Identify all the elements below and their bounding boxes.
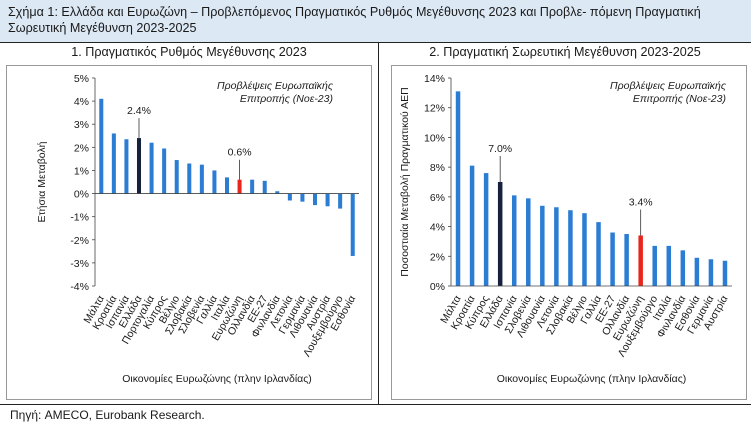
chart-note: Επιτροπής (Νοε-23) [240, 93, 333, 105]
bar [582, 213, 587, 286]
bar [596, 222, 601, 286]
y-tick-label: 14% [424, 73, 445, 85]
bar [722, 260, 728, 286]
y-tick-label: 0% [430, 281, 445, 293]
bar [680, 250, 686, 286]
y-tick-label: 5% [74, 73, 89, 85]
bar [338, 193, 343, 209]
bar [99, 98, 104, 194]
y-axis-title: Ετήσια Μεταβολή [36, 141, 48, 222]
bar [312, 193, 318, 206]
y-tick-label: 4% [430, 222, 445, 234]
y-tick-label: 2% [430, 251, 445, 263]
y-tick-label: 4% [74, 96, 89, 108]
bar [162, 148, 167, 194]
bar [526, 198, 531, 286]
bar [469, 165, 475, 286]
figure-header: Σχήμα 1: Ελλάδα και Ευρωζώνη – Προβλεπόμ… [0, 0, 751, 42]
chart-2-svg: 14% 12% 10% 8% 6% 4% 2% 0% Ποσοστιαία Μεταβολή Π… [399, 73, 732, 385]
bar [149, 142, 154, 194]
bar [568, 210, 573, 286]
source-note: Πηγή: AMECO, Eurobank Research. [10, 408, 205, 422]
y-tick-label: -3% [70, 258, 89, 270]
chart-note: Επιτροπής (Νοε-23) [633, 93, 726, 105]
bar [540, 205, 545, 286]
y-tick-label: 6% [430, 192, 445, 204]
bar [694, 257, 700, 286]
bar [325, 193, 330, 207]
bar [610, 232, 615, 286]
chart-note: Προβλέψεις Ευρωπαϊκής [610, 80, 727, 92]
y-tick-label: -2% [70, 235, 89, 247]
bar [262, 180, 267, 194]
bar [554, 207, 559, 286]
chart-1-title: 1. Πραγματικός Ρυθμός Μεγέθυνσης 2023 [71, 45, 307, 59]
bar [199, 164, 204, 194]
chart-1-frame: 5% 4% 3% 2% 1% 0% -1% -2% -3% -4% Ετήσια Μεταβολή Μ… [6, 65, 372, 400]
bar [124, 139, 129, 194]
y-tick-label: 0% [74, 189, 89, 201]
data-label: 0.6% [228, 147, 252, 159]
bar [212, 170, 217, 194]
y-tick-label: 1% [74, 165, 89, 177]
y-tick-label: 10% [424, 132, 445, 144]
y-tick-label: -4% [70, 281, 89, 293]
bar [300, 193, 305, 202]
bar [455, 91, 461, 286]
bar [275, 191, 280, 194]
y-axis-title: Ποσοστιαία Μεταβολή Πραγματικού ΑΕΠ [399, 87, 411, 276]
bar [136, 138, 142, 194]
bar [237, 179, 242, 194]
chart-1-svg: 5%4%3%2%1%0%-1%-2%-3%-4%Ετήσια ΜεταβολήΜ… [36, 73, 359, 385]
data-label: 7.0% [488, 143, 512, 155]
bar [511, 195, 517, 286]
chart-2-title: 2. Πραγματική Σωρευτική Μεγέθυνση 2023-2… [429, 45, 701, 59]
source-bar: Πηγή: AMECO, Eurobank Research. [0, 404, 751, 428]
data-label: 3.4% [629, 196, 653, 208]
data-label: 2.4% [127, 105, 151, 117]
y-tick-label: 3% [74, 119, 89, 131]
bar [483, 173, 489, 286]
figure-title: Σχήμα 1: Ελλάδα και Ευρωζώνη – Προβλεπόμ… [8, 5, 701, 35]
bar [638, 235, 643, 286]
y-tick-label: 8% [430, 162, 445, 174]
bar [350, 193, 355, 256]
chart-panel-2: 2. Πραγματική Σωρευτική Μεγέθυνση 2023-2… [379, 42, 751, 405]
bar [708, 259, 714, 286]
bar [624, 234, 629, 286]
bar [497, 182, 503, 286]
chart-panel-1: 1. Πραγματικός Ρυθμός Μεγέθυνσης 2023 5%… [0, 42, 379, 405]
bar [666, 245, 672, 286]
bar [250, 179, 255, 194]
y-tick-label: 12% [424, 103, 445, 115]
chart-2-frame: 14% 12% 10% 8% 6% 4% 2% 0% Ποσοστιαία Μεταβολή Π… [391, 65, 747, 400]
x-axis-title: Οικονομίες Ευρωζώνης (πλην Ιρλανδίας) [122, 373, 312, 385]
bar [224, 177, 230, 194]
y-tick-label: -1% [70, 212, 89, 224]
bar [287, 193, 292, 201]
chart-note: Προβλέψεις Ευρωπαϊκής [217, 80, 334, 92]
bar [187, 163, 192, 194]
bar [174, 160, 179, 194]
x-axis-title: Οικονομίες Ευρωζώνης (πλην Ιρλανδίας) [497, 373, 687, 385]
bar [111, 133, 116, 194]
bar [652, 245, 657, 286]
y-tick-label: 2% [74, 142, 89, 154]
